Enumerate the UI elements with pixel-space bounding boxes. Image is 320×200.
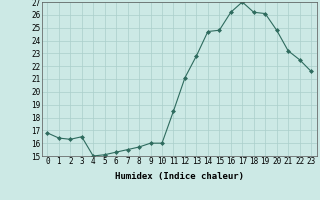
X-axis label: Humidex (Indice chaleur): Humidex (Indice chaleur) <box>115 172 244 181</box>
